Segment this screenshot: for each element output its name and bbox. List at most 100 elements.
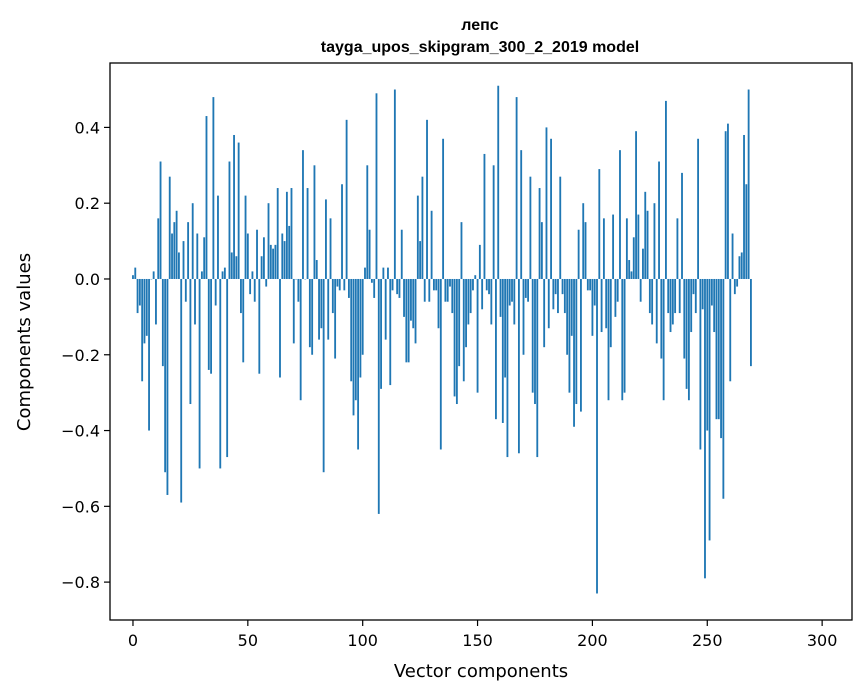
bar — [242, 278, 245, 363]
bar — [501, 278, 504, 423]
bar — [439, 278, 442, 450]
bar — [265, 278, 268, 287]
bar — [467, 278, 470, 325]
bar — [678, 278, 681, 314]
bar — [377, 278, 380, 514]
bar — [517, 278, 520, 454]
bar — [194, 278, 196, 325]
bar — [559, 176, 562, 279]
bar — [591, 278, 594, 336]
bar — [625, 218, 628, 279]
bar — [267, 203, 270, 279]
bar — [743, 134, 745, 279]
bar — [563, 278, 566, 314]
bar — [550, 138, 552, 279]
x-tick-label: 250 — [692, 631, 723, 650]
bar — [605, 278, 608, 329]
bar — [575, 278, 578, 405]
bar — [171, 233, 173, 279]
bar — [554, 278, 557, 295]
bar — [384, 278, 387, 340]
bar — [288, 225, 291, 279]
bar — [485, 278, 488, 291]
bar — [138, 278, 141, 306]
bar — [226, 278, 229, 458]
bar — [157, 218, 160, 279]
bar — [655, 278, 658, 344]
bar — [570, 278, 573, 336]
bar — [173, 222, 176, 279]
bar — [472, 278, 474, 291]
bar — [557, 278, 559, 314]
bar — [536, 278, 539, 458]
bar — [600, 278, 603, 333]
plot-frame — [109, 62, 853, 621]
bar — [708, 278, 711, 541]
bar — [354, 278, 357, 401]
bar — [368, 229, 371, 279]
x-tick-label: 0 — [128, 631, 138, 650]
bar — [228, 161, 231, 279]
bar — [237, 142, 240, 279]
bar — [577, 229, 580, 279]
bar — [423, 278, 426, 302]
bar — [274, 244, 277, 279]
bar — [451, 278, 454, 314]
bar — [586, 278, 589, 291]
bar — [497, 85, 500, 279]
bar — [602, 218, 605, 279]
bar — [279, 278, 281, 378]
bar — [400, 229, 403, 279]
bar — [612, 214, 615, 279]
bar — [207, 278, 210, 370]
bar — [262, 237, 265, 279]
y-tick-label: −0.2 — [61, 346, 100, 365]
bar — [240, 278, 242, 314]
bar — [161, 278, 164, 367]
bar — [504, 278, 507, 378]
bar — [653, 203, 656, 279]
bar — [694, 278, 697, 314]
bar — [410, 278, 412, 321]
bar — [513, 278, 516, 325]
y-tick-label: −0.6 — [61, 497, 100, 516]
bar — [547, 278, 550, 329]
bar — [370, 278, 373, 283]
bar — [251, 271, 254, 279]
y-tick-label: 0.4 — [75, 118, 100, 137]
bar — [221, 271, 224, 279]
bar — [692, 278, 695, 295]
bar — [223, 267, 226, 279]
bar — [492, 165, 495, 279]
bar — [674, 278, 677, 314]
bar — [249, 278, 252, 295]
bar — [687, 278, 690, 401]
bar — [398, 278, 401, 298]
bar — [196, 233, 199, 279]
bar — [731, 233, 734, 279]
bar — [357, 278, 360, 450]
bar — [313, 165, 316, 279]
bar — [644, 191, 647, 279]
bar — [302, 150, 304, 279]
bar — [715, 278, 718, 420]
bar — [387, 267, 389, 279]
bar — [667, 278, 670, 314]
bar — [336, 278, 339, 287]
x-tick-label: 200 — [577, 631, 608, 650]
bar — [435, 278, 438, 291]
bar — [706, 278, 709, 431]
bar — [320, 278, 323, 329]
bar — [168, 176, 171, 279]
bar — [683, 278, 686, 359]
bar — [306, 188, 309, 279]
bar — [178, 252, 180, 279]
bar — [639, 278, 642, 302]
bar — [187, 222, 190, 279]
bar — [412, 278, 415, 329]
bar — [499, 278, 502, 317]
bar — [545, 127, 548, 279]
y-axis-label: Components values — [14, 253, 35, 431]
bar — [724, 131, 727, 279]
